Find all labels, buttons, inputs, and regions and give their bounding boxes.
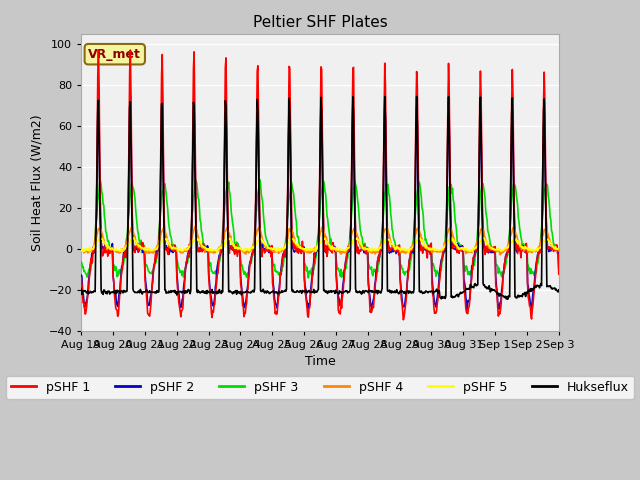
Legend: pSHF 1, pSHF 2, pSHF 3, pSHF 4, pSHF 5, Hukseflux: pSHF 1, pSHF 2, pSHF 3, pSHF 4, pSHF 5, … (6, 376, 634, 399)
Text: VR_met: VR_met (88, 48, 141, 60)
Title: Peltier SHF Plates: Peltier SHF Plates (253, 15, 387, 30)
Y-axis label: Soil Heat Flux (W/m2): Soil Heat Flux (W/m2) (30, 114, 43, 251)
X-axis label: Time: Time (305, 355, 335, 369)
